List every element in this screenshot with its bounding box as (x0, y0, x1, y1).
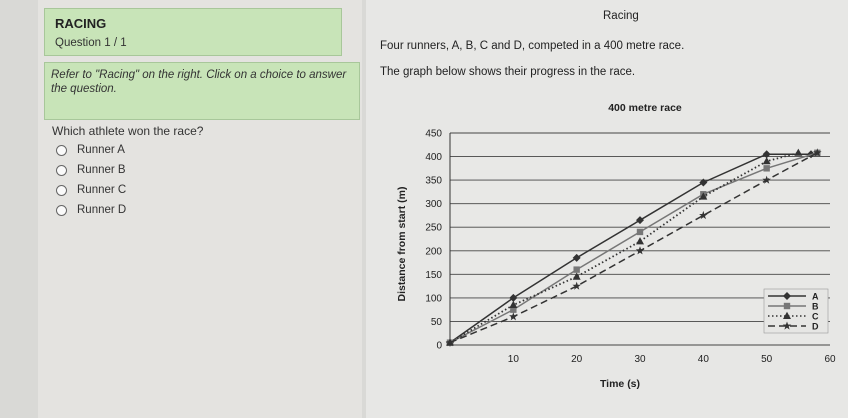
x-tick-label: 30 (634, 354, 646, 365)
y-tick-label: 350 (425, 176, 442, 187)
data-point (509, 293, 518, 302)
data-point (635, 246, 645, 255)
data-point (636, 216, 644, 225)
question-header: RACING Question 1 / 1 (44, 8, 342, 56)
data-point (510, 306, 517, 313)
data-point (699, 210, 708, 220)
y-tick-label: 400 (425, 152, 442, 163)
data-point (762, 157, 771, 165)
legend-marker (783, 292, 791, 300)
y-tick-label: 200 (425, 246, 442, 257)
question-text: Which athlete won the race? (52, 124, 204, 138)
data-point (762, 175, 771, 184)
legend-marker (783, 311, 791, 319)
radio-icon[interactable] (56, 164, 67, 176)
radio-icon[interactable] (56, 184, 67, 196)
choice-runner-a[interactable]: Runner A (56, 144, 125, 156)
data-point (509, 312, 518, 321)
data-point (445, 338, 455, 347)
legend-marker (783, 302, 791, 310)
data-point (636, 228, 644, 236)
y-tick-label: 0 (436, 341, 442, 352)
series-d (445, 148, 822, 347)
choice-label: Runner A (77, 144, 125, 156)
x-tick-label: 50 (761, 354, 773, 365)
question-counter: Question 1 / 1 (55, 37, 127, 49)
y-tick-label: 150 (425, 270, 442, 281)
data-point (572, 253, 581, 262)
y-tick-label: 300 (425, 199, 442, 210)
passage-title: Racing (603, 10, 639, 22)
x-tick-label: 10 (508, 354, 520, 365)
legend-label: D (812, 322, 819, 332)
x-tick-label: 40 (698, 354, 710, 365)
radio-icon[interactable] (56, 204, 67, 216)
passage-paragraph-1: Four runners, A, B, C and D, competed in… (380, 40, 685, 52)
choice-label: Runner D (77, 204, 127, 216)
choice-label: Runner C (77, 184, 127, 196)
legend-marker (782, 321, 792, 330)
choice-label: Runner B (77, 164, 126, 176)
radio-icon[interactable] (56, 144, 67, 156)
data-point (763, 165, 770, 172)
data-point (699, 192, 708, 200)
legend-label: A (812, 292, 819, 302)
x-tick-label: 20 (571, 354, 583, 365)
choice-runner-c[interactable]: Runner C (56, 184, 126, 196)
data-point (636, 237, 644, 245)
x-axis-label: Time (s) (600, 378, 640, 390)
data-point (572, 281, 581, 290)
x-tick-label: 60 (824, 354, 836, 365)
app-title: RACING (55, 16, 107, 31)
instruction-text: Refer to "Racing" on the right. Click on… (51, 69, 347, 95)
y-tick-label: 450 (425, 129, 442, 140)
data-point (762, 150, 771, 159)
choice-runner-d[interactable]: Runner D (56, 204, 126, 216)
race-chart: 0 50 100 150 200 250 300 350 400 450 10 20 30 40 50 60 4… (396, 102, 836, 390)
y-tick-label: 50 (431, 317, 443, 328)
data-point (572, 272, 581, 280)
instruction-box: Refer to "Racing" on the right. Click on… (44, 62, 360, 120)
data-point (573, 266, 580, 273)
passage-paragraph-2: The graph below shows their progress in … (380, 66, 636, 78)
chart-title: 400 metre race (608, 102, 682, 114)
y-tick-label: 250 (425, 223, 442, 234)
legend-label: B (812, 302, 819, 312)
y-axis-label: Distance from start (m) (396, 187, 408, 302)
choice-runner-b[interactable]: Runner B (56, 164, 126, 176)
data-point (794, 148, 803, 156)
data-point (813, 148, 822, 157)
data-point (699, 178, 708, 187)
legend-label: C (812, 312, 819, 322)
data-point (509, 300, 518, 308)
y-tick-label: 100 (425, 293, 442, 304)
